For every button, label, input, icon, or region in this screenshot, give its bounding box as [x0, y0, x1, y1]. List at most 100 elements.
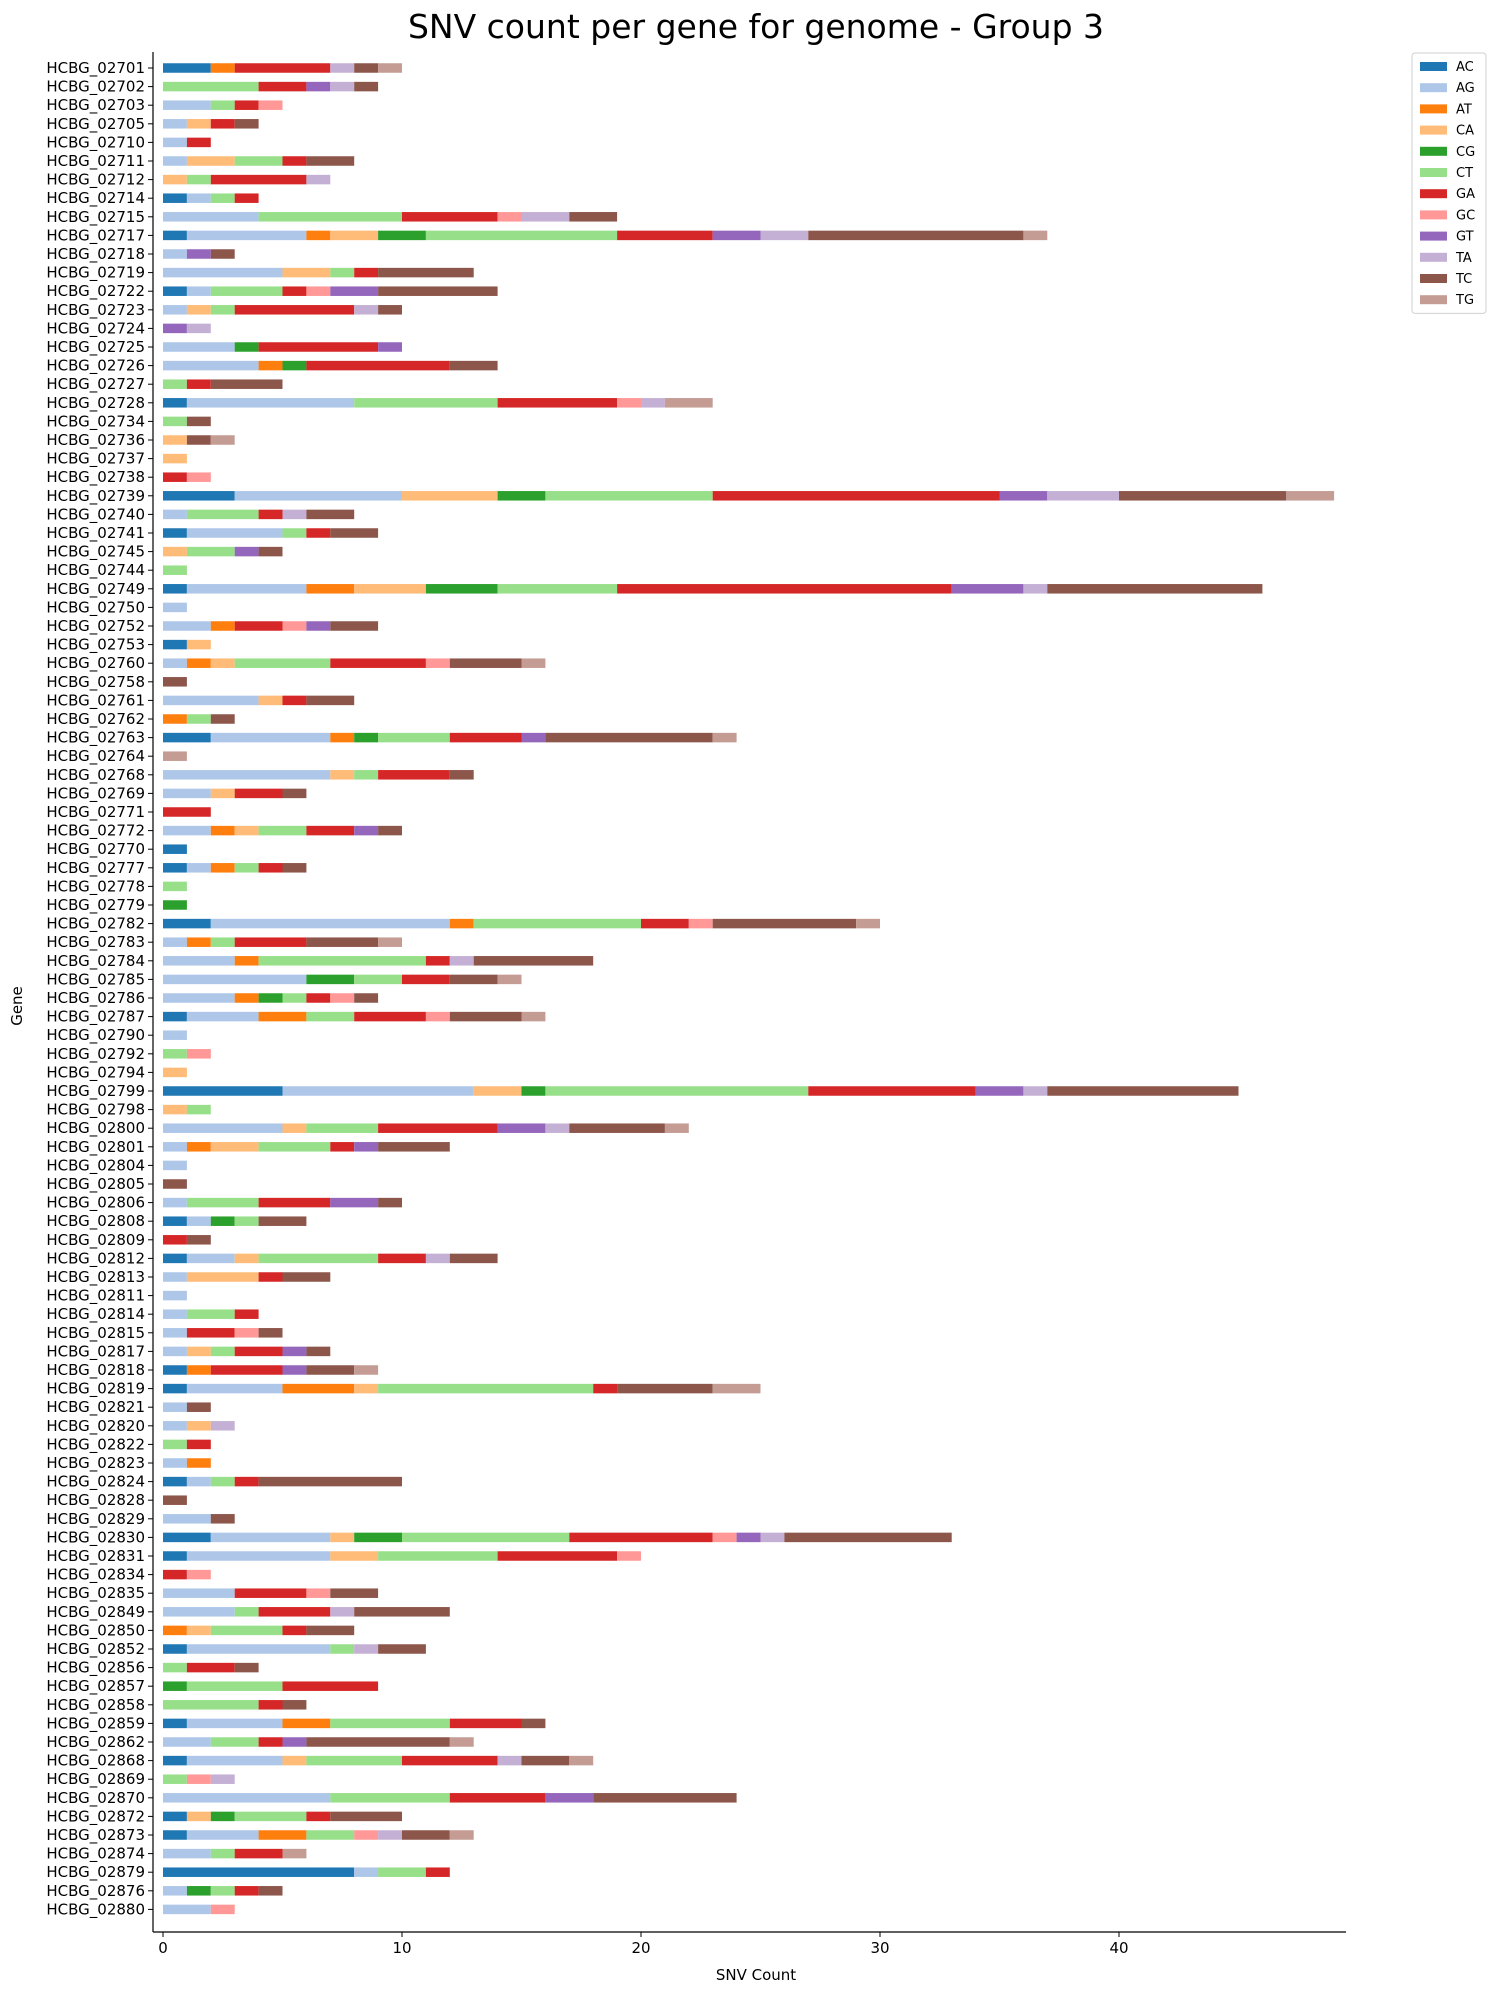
y-tick-label: HCBG_02824 — [46, 1473, 145, 1492]
bar-segment-HCBG_02717-GT — [712, 230, 761, 241]
bar-segment-HCBG_02873-TG — [449, 1830, 474, 1840]
bar-segment-HCBG_02722-GA — [282, 286, 307, 296]
bar-segment-HCBG_02806-CT — [186, 1197, 259, 1208]
bar-segment-HCBG_02820-CA — [186, 1421, 211, 1431]
y-tick-label: HCBG_02782 — [46, 915, 145, 934]
bar-segment-HCBG_02799-CG — [521, 1086, 546, 1096]
bar-segment-HCBG_02824-CT — [210, 1476, 235, 1487]
bar-segment-HCBG_02739-AG — [234, 491, 402, 501]
bar-segment-HCBG_02872-GA — [306, 1811, 331, 1822]
y-tick-label: HCBG_02715 — [46, 208, 145, 227]
bar-segment-HCBG_02760-AG — [163, 658, 187, 668]
bar-segment-HCBG_02701-TC — [354, 63, 379, 73]
bar-segment-HCBG_02809-GA — [163, 1235, 187, 1245]
bar-segment-HCBG_02873-TC — [402, 1830, 450, 1840]
bar-segment-HCBG_02814-GA — [234, 1309, 259, 1319]
bar-segment-HCBG_02850-AT — [163, 1625, 187, 1636]
bar-segment-HCBG_02794-CA — [163, 1067, 187, 1078]
bar-segment-HCBG_02745-TC — [258, 546, 283, 557]
y-tick-label: HCBG_02727 — [46, 375, 145, 394]
bar-segment-HCBG_02813-CA — [186, 1272, 259, 1282]
bar-segment-HCBG_02724-GT — [163, 323, 187, 334]
y-tick-label: HCBG_02799 — [46, 1082, 145, 1101]
bar-segment-HCBG_02740-CT — [186, 509, 259, 520]
bar-segment-HCBG_02786-GC — [330, 993, 355, 1003]
y-tick-label: HCBG_02719 — [46, 264, 145, 283]
bar-segment-HCBG_02728-CT — [354, 398, 498, 408]
legend-swatch-AG — [1420, 83, 1447, 93]
bar-segment-HCBG_02809-TC — [186, 1235, 211, 1245]
legend-swatch-TC — [1420, 274, 1447, 283]
bar-segment-HCBG_02711-TC — [306, 156, 355, 166]
bar-segment-HCBG_02705-CA — [186, 119, 211, 129]
bar-segment-HCBG_02785-CG — [306, 974, 355, 985]
bar-segment-HCBG_02739-TA — [1047, 491, 1119, 501]
bar-segment-HCBG_02813-AG — [163, 1272, 187, 1282]
legend-label-GT: GT — [1456, 230, 1474, 245]
bar-segment-HCBG_02834-GC — [186, 1569, 211, 1580]
bar-segment-HCBG_02761-CA — [258, 695, 283, 706]
legend-label-CG: CG — [1456, 145, 1475, 160]
bar-segment-HCBG_02808-AC — [163, 1216, 187, 1226]
bar-segment-HCBG_02880-AG — [163, 1904, 211, 1915]
y-tick-label: HCBG_02771 — [46, 803, 145, 822]
y-tick-label: HCBG_02859 — [46, 1714, 145, 1733]
bar-segment-HCBG_02728-GA — [497, 398, 618, 408]
bar-segment-HCBG_02702-TC — [354, 81, 379, 92]
y-tick-label: HCBG_02750 — [46, 598, 145, 617]
bar-segment-HCBG_02787-TG — [521, 1011, 546, 1022]
bar-segment-HCBG_02723-CA — [186, 305, 211, 315]
bar-segment-HCBG_02717-AC — [163, 230, 187, 241]
bar-segment-HCBG_02738-GC — [186, 472, 211, 482]
bar-segment-HCBG_02874-CT — [210, 1848, 235, 1859]
bar-segment-HCBG_02728-TA — [641, 398, 665, 408]
bar-segment-HCBG_02817-GA — [234, 1346, 283, 1357]
bar-segment-HCBG_02772-AG — [163, 825, 211, 836]
bar-segment-HCBG_02800-CT — [306, 1123, 379, 1133]
legend-box — [1411, 52, 1487, 314]
bar-segment-HCBG_02852-CT — [330, 1644, 355, 1654]
legend-swatch-AC — [1420, 62, 1447, 71]
y-tick-label: HCBG_02830 — [46, 1528, 145, 1547]
bar-segment-HCBG_02734-TC — [186, 416, 211, 427]
y-tick-label: HCBG_02740 — [46, 505, 145, 524]
bar-segment-HCBG_02831-CA — [330, 1551, 379, 1561]
bar-segment-HCBG_02835-GA — [234, 1588, 307, 1598]
legend-label-AG: AG — [1456, 81, 1475, 96]
bar-segment-HCBG_02862-TG — [449, 1737, 474, 1747]
bar-segment-HCBG_02782-AG — [210, 918, 450, 929]
bar-segment-HCBG_02819-TG — [712, 1383, 761, 1394]
y-tick-label: HCBG_02763 — [46, 729, 145, 748]
bar-segment-HCBG_02726-GA — [306, 360, 450, 371]
y-tick-label: HCBG_02769 — [46, 784, 145, 803]
bar-segment-HCBG_02859-AG — [186, 1718, 283, 1729]
bar-segment-HCBG_02821-AG — [163, 1402, 187, 1412]
bar-segment-HCBG_02822-GA — [186, 1439, 211, 1450]
bar-segment-HCBG_02772-CA — [234, 825, 259, 836]
bar-segment-HCBG_02782-AT — [449, 918, 474, 929]
bar-segment-HCBG_02736-TG — [210, 435, 235, 445]
bar-segment-HCBG_02859-TC — [521, 1718, 546, 1729]
bar-segment-HCBG_02812-GA — [378, 1253, 426, 1264]
bar-segment-HCBG_02859-AT — [282, 1718, 331, 1729]
bar-segment-HCBG_02812-AC — [163, 1253, 187, 1264]
bar-segment-HCBG_02806-AG — [163, 1197, 187, 1208]
bar-segment-HCBG_02831-GC — [617, 1551, 641, 1561]
bar-segment-HCBG_02852-TA — [354, 1644, 379, 1654]
bar-segment-HCBG_02785-TC — [449, 974, 498, 985]
bar-segment-HCBG_02819-AT — [282, 1383, 355, 1394]
y-tick-label: HCBG_02828 — [46, 1491, 145, 1510]
bar-segment-HCBG_02813-GA — [258, 1272, 283, 1282]
bar-segment-HCBG_02799-GT — [975, 1086, 1024, 1096]
y-tick-label: HCBG_02808 — [46, 1212, 145, 1231]
y-tick-label: HCBG_02809 — [46, 1231, 145, 1250]
bar-segment-HCBG_02752-AG — [163, 621, 211, 631]
bar-segment-HCBG_02801-AG — [163, 1142, 187, 1152]
bar-segment-HCBG_02763-GT — [521, 732, 546, 743]
bar-segment-HCBG_02849-CT — [234, 1607, 259, 1617]
bar-segment-HCBG_02804-AG — [163, 1160, 187, 1171]
bar-segment-HCBG_02752-GA — [234, 621, 283, 631]
bar-segment-HCBG_02736-TC — [186, 435, 211, 445]
y-tick-label: HCBG_02831 — [46, 1547, 145, 1566]
bar-segment-HCBG_02717-TC — [808, 230, 1024, 241]
